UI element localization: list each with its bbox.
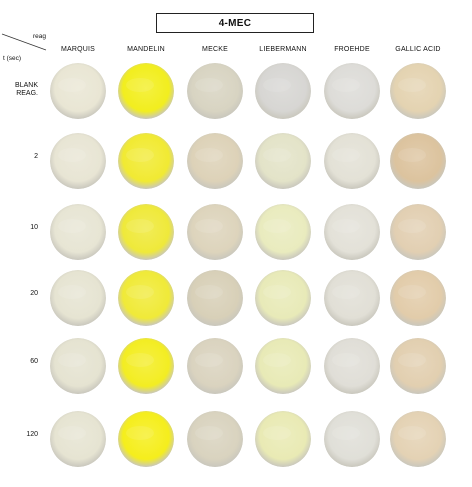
column-header-mecke: MECKE: [202, 46, 228, 53]
well-swatch: [187, 204, 243, 260]
well-swatch: [390, 411, 446, 467]
sample-well: [50, 338, 106, 394]
well-swatch: [390, 133, 446, 189]
well-swatch: [118, 204, 174, 260]
row-header-time: 2: [0, 153, 38, 161]
sample-well: [324, 411, 380, 467]
well-swatch: [255, 270, 311, 326]
sample-well: [118, 411, 174, 467]
row-header-line: BLANK: [15, 82, 38, 89]
well-swatch: [50, 133, 106, 189]
well-swatch: [187, 411, 243, 467]
row-header-line: REAG.: [16, 90, 38, 97]
well-swatch: [324, 270, 380, 326]
sample-well: [187, 338, 243, 394]
sample-well: [50, 270, 106, 326]
well-swatch: [255, 63, 311, 119]
sample-well: [187, 204, 243, 260]
column-header-froehde: FROEHDE: [334, 46, 370, 53]
axis-corner: [0, 30, 50, 70]
well-swatch: [118, 270, 174, 326]
sample-well: [324, 63, 380, 119]
row-header-time: 60: [0, 358, 38, 366]
row-header-line: 120: [26, 431, 38, 438]
row-header-line: 20: [30, 290, 38, 297]
row-header-time: BLANK REAG.: [0, 82, 38, 98]
well-swatch: [255, 204, 311, 260]
axis-reagent-label: reag: [33, 33, 47, 40]
sample-well: [255, 270, 311, 326]
well-swatch: [118, 63, 174, 119]
well-swatch: [187, 63, 243, 119]
column-header-gallic-acid: GALLIC ACID: [395, 46, 441, 53]
row-header-time: 120: [0, 431, 38, 439]
well-swatch: [50, 338, 106, 394]
well-swatch: [255, 338, 311, 394]
well-swatch: [187, 133, 243, 189]
sample-well: [255, 411, 311, 467]
well-swatch: [50, 63, 106, 119]
sample-well: [255, 63, 311, 119]
sample-well: [390, 204, 446, 260]
well-swatch: [390, 204, 446, 260]
sample-well: [50, 204, 106, 260]
row-header-time: 10: [0, 224, 38, 232]
sample-well: [390, 411, 446, 467]
row-header-line: 10: [30, 224, 38, 231]
well-swatch: [324, 411, 380, 467]
well-swatch: [50, 270, 106, 326]
well-swatch: [118, 338, 174, 394]
column-header-marquis: MARQUIS: [60, 46, 96, 53]
well-swatch: [50, 411, 106, 467]
well-swatch: [187, 270, 243, 326]
well-swatch: [50, 204, 106, 260]
sample-well: [390, 63, 446, 119]
sample-well: [187, 133, 243, 189]
well-swatch: [255, 411, 311, 467]
axis-divider-line: [1, 33, 47, 51]
sample-well: [390, 338, 446, 394]
sample-well: [50, 133, 106, 189]
row-header-line: 2: [34, 153, 38, 160]
compound-title: 4-MEC: [156, 13, 314, 33]
well-swatch: [324, 63, 380, 119]
column-header-mandelin: MANDELIN: [127, 46, 165, 53]
sample-well: [118, 338, 174, 394]
well-swatch: [324, 204, 380, 260]
well-swatch: [255, 133, 311, 189]
well-swatch: [390, 338, 446, 394]
sample-well: [324, 204, 380, 260]
row-header-line: 60: [30, 358, 38, 365]
sample-well: [187, 63, 243, 119]
row-header-time: 20: [0, 290, 38, 298]
sample-well: [390, 133, 446, 189]
sample-well: [50, 411, 106, 467]
well-swatch: [324, 133, 380, 189]
sample-well: [118, 133, 174, 189]
sample-well: [255, 338, 311, 394]
well-swatch: [324, 338, 380, 394]
sample-well: [118, 204, 174, 260]
column-header-liebermann: LIEBERMANN: [259, 46, 307, 53]
sample-well: [187, 411, 243, 467]
sample-well: [324, 133, 380, 189]
well-swatch: [118, 411, 174, 467]
well-swatch: [390, 63, 446, 119]
well-swatch: [390, 270, 446, 326]
sample-well: [118, 63, 174, 119]
sample-well: [324, 270, 380, 326]
sample-well: [255, 204, 311, 260]
sample-well: [50, 63, 106, 119]
sample-well: [187, 270, 243, 326]
sample-well: [255, 133, 311, 189]
sample-well: [390, 270, 446, 326]
well-swatch: [187, 338, 243, 394]
sample-well: [118, 270, 174, 326]
axis-time-label: t (sec): [3, 55, 22, 62]
sample-well: [324, 338, 380, 394]
well-swatch: [118, 133, 174, 189]
